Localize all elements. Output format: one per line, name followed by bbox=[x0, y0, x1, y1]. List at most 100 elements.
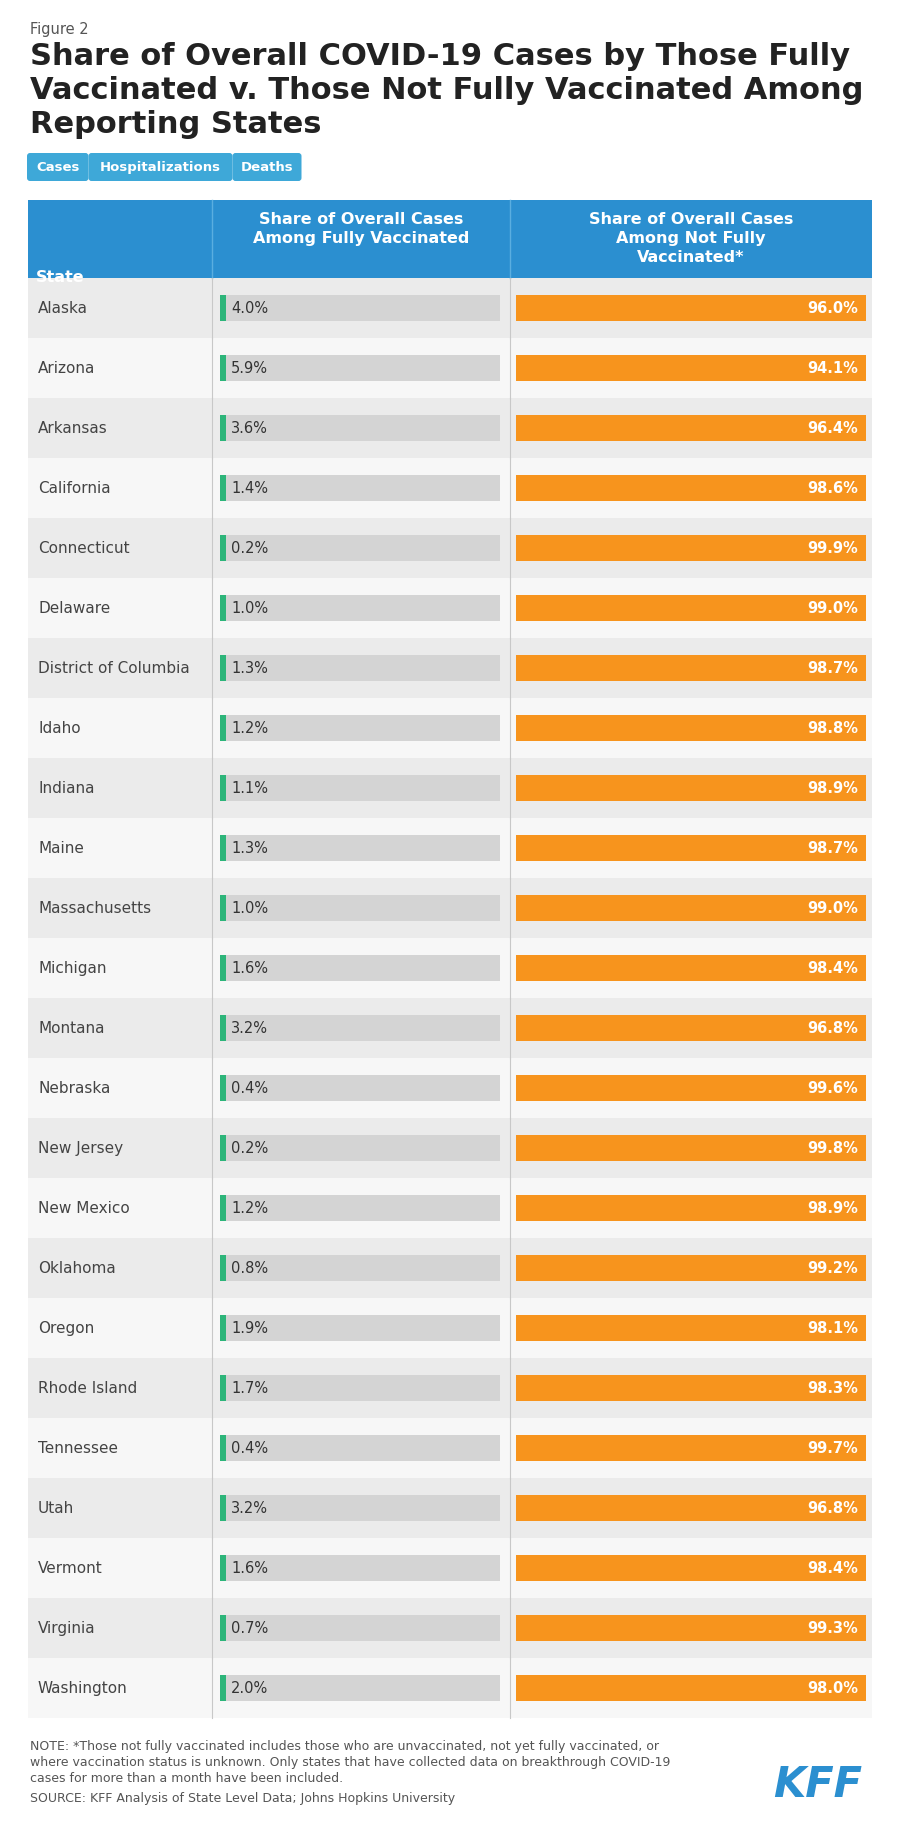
Text: District of Columbia: District of Columbia bbox=[38, 661, 190, 676]
Text: State: State bbox=[36, 270, 85, 285]
Text: Oklahoma: Oklahoma bbox=[38, 1260, 116, 1276]
FancyBboxPatch shape bbox=[28, 1118, 872, 1178]
Text: 98.7%: 98.7% bbox=[807, 661, 858, 676]
FancyBboxPatch shape bbox=[220, 475, 226, 500]
FancyBboxPatch shape bbox=[220, 1435, 226, 1461]
FancyBboxPatch shape bbox=[220, 1015, 226, 1041]
FancyBboxPatch shape bbox=[220, 415, 226, 440]
Text: Oregon: Oregon bbox=[38, 1320, 94, 1335]
FancyBboxPatch shape bbox=[220, 1435, 500, 1461]
FancyBboxPatch shape bbox=[220, 656, 500, 681]
Text: 94.1%: 94.1% bbox=[807, 360, 858, 376]
FancyBboxPatch shape bbox=[220, 836, 226, 860]
Text: 1.2%: 1.2% bbox=[231, 721, 268, 736]
FancyBboxPatch shape bbox=[516, 656, 866, 681]
Text: Figure 2: Figure 2 bbox=[30, 22, 88, 37]
FancyBboxPatch shape bbox=[516, 296, 866, 321]
Text: Arkansas: Arkansas bbox=[38, 420, 108, 435]
FancyBboxPatch shape bbox=[516, 1136, 866, 1161]
FancyBboxPatch shape bbox=[220, 1676, 500, 1700]
Text: 99.8%: 99.8% bbox=[807, 1141, 858, 1156]
FancyBboxPatch shape bbox=[220, 1676, 226, 1700]
Text: 98.1%: 98.1% bbox=[807, 1320, 858, 1335]
Text: Vaccinated v. Those Not Fully Vaccinated Among: Vaccinated v. Those Not Fully Vaccinated… bbox=[30, 77, 863, 106]
FancyBboxPatch shape bbox=[220, 776, 500, 800]
FancyBboxPatch shape bbox=[28, 878, 872, 939]
FancyBboxPatch shape bbox=[516, 1256, 866, 1280]
FancyBboxPatch shape bbox=[28, 698, 872, 758]
FancyBboxPatch shape bbox=[28, 637, 872, 698]
FancyBboxPatch shape bbox=[220, 595, 500, 621]
Text: New Jersey: New Jersey bbox=[38, 1141, 123, 1156]
Text: Vermont: Vermont bbox=[38, 1561, 103, 1576]
FancyBboxPatch shape bbox=[220, 1015, 500, 1041]
Text: 99.3%: 99.3% bbox=[807, 1620, 858, 1636]
FancyBboxPatch shape bbox=[220, 356, 226, 380]
FancyBboxPatch shape bbox=[28, 939, 872, 999]
Text: 1.0%: 1.0% bbox=[231, 900, 268, 915]
FancyBboxPatch shape bbox=[28, 458, 872, 519]
Text: SOURCE: KFF Analysis of State Level Data; Johns Hopkins University: SOURCE: KFF Analysis of State Level Data… bbox=[30, 1791, 455, 1804]
Text: 1.6%: 1.6% bbox=[231, 960, 268, 975]
Text: 99.9%: 99.9% bbox=[807, 540, 858, 555]
FancyBboxPatch shape bbox=[232, 153, 302, 181]
FancyBboxPatch shape bbox=[516, 895, 866, 920]
FancyBboxPatch shape bbox=[220, 1375, 226, 1401]
FancyBboxPatch shape bbox=[28, 1359, 872, 1419]
FancyBboxPatch shape bbox=[516, 1676, 866, 1700]
FancyBboxPatch shape bbox=[28, 338, 872, 398]
Text: New Mexico: New Mexico bbox=[38, 1200, 130, 1216]
Text: 96.4%: 96.4% bbox=[807, 420, 858, 435]
FancyBboxPatch shape bbox=[28, 579, 872, 637]
Text: 5.9%: 5.9% bbox=[231, 360, 268, 376]
FancyBboxPatch shape bbox=[516, 1495, 866, 1521]
FancyBboxPatch shape bbox=[28, 201, 872, 278]
FancyBboxPatch shape bbox=[220, 1616, 500, 1640]
FancyBboxPatch shape bbox=[516, 1076, 866, 1101]
FancyBboxPatch shape bbox=[220, 1076, 500, 1101]
Text: 2.0%: 2.0% bbox=[231, 1680, 268, 1696]
Text: Massachusetts: Massachusetts bbox=[38, 900, 151, 915]
Text: where vaccination status is unknown. Only states that have collected data on bre: where vaccination status is unknown. Onl… bbox=[30, 1757, 670, 1769]
FancyBboxPatch shape bbox=[220, 1616, 226, 1640]
Text: Nebraska: Nebraska bbox=[38, 1081, 111, 1096]
Text: Share of Overall COVID-19 Cases by Those Fully: Share of Overall COVID-19 Cases by Those… bbox=[30, 42, 850, 71]
FancyBboxPatch shape bbox=[88, 153, 232, 181]
FancyBboxPatch shape bbox=[516, 836, 866, 860]
FancyBboxPatch shape bbox=[220, 776, 226, 800]
FancyBboxPatch shape bbox=[220, 1256, 500, 1280]
FancyBboxPatch shape bbox=[28, 1537, 872, 1598]
Text: Connecticut: Connecticut bbox=[38, 540, 130, 555]
Text: 0.2%: 0.2% bbox=[231, 1141, 268, 1156]
Text: Delaware: Delaware bbox=[38, 601, 110, 615]
Text: 98.7%: 98.7% bbox=[807, 840, 858, 856]
Text: Maine: Maine bbox=[38, 840, 84, 856]
FancyBboxPatch shape bbox=[220, 595, 226, 621]
Text: 99.6%: 99.6% bbox=[807, 1081, 858, 1096]
FancyBboxPatch shape bbox=[220, 955, 500, 981]
FancyBboxPatch shape bbox=[516, 475, 866, 500]
FancyBboxPatch shape bbox=[220, 895, 500, 920]
Text: KFF: KFF bbox=[773, 1764, 862, 1806]
Text: Washington: Washington bbox=[38, 1680, 128, 1696]
FancyBboxPatch shape bbox=[28, 758, 872, 818]
Text: NOTE: *Those not fully vaccinated includes those who are unvaccinated, not yet f: NOTE: *Those not fully vaccinated includ… bbox=[30, 1740, 659, 1753]
FancyBboxPatch shape bbox=[28, 398, 872, 458]
Text: Arizona: Arizona bbox=[38, 360, 95, 376]
Text: Michigan: Michigan bbox=[38, 960, 106, 975]
FancyBboxPatch shape bbox=[28, 999, 872, 1057]
Text: 1.3%: 1.3% bbox=[231, 840, 268, 856]
FancyBboxPatch shape bbox=[220, 716, 500, 741]
Text: Utah: Utah bbox=[38, 1501, 74, 1516]
Text: 1.1%: 1.1% bbox=[231, 780, 268, 796]
Text: Hospitalizations: Hospitalizations bbox=[100, 161, 221, 173]
Text: cases for more than a month have been included.: cases for more than a month have been in… bbox=[30, 1771, 343, 1786]
Text: 3.6%: 3.6% bbox=[231, 420, 268, 435]
FancyBboxPatch shape bbox=[28, 1419, 872, 1477]
FancyBboxPatch shape bbox=[28, 1658, 872, 1718]
Text: 1.2%: 1.2% bbox=[231, 1200, 268, 1216]
Text: 1.4%: 1.4% bbox=[231, 480, 268, 495]
Text: Deaths: Deaths bbox=[240, 161, 293, 173]
FancyBboxPatch shape bbox=[516, 1616, 866, 1640]
Text: 0.4%: 0.4% bbox=[231, 1081, 268, 1096]
